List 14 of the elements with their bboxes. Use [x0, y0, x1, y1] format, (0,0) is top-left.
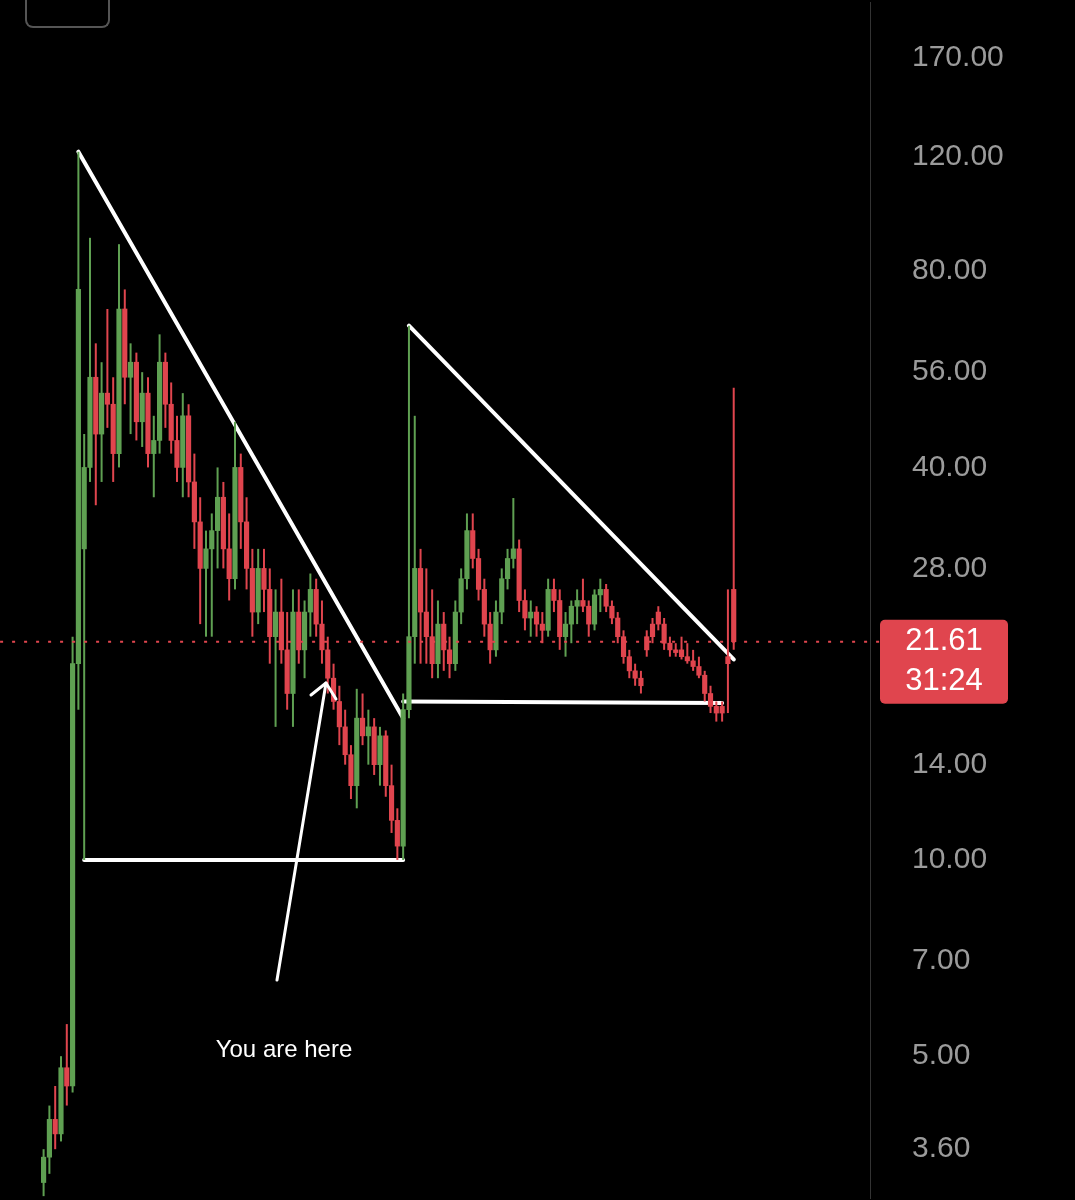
ref-line-label: 21.61 [905, 622, 983, 658]
y-tick-label: 7.00 [912, 942, 971, 976]
y-tick-label: 14.00 [912, 745, 988, 779]
y-tick-label: 56.00 [912, 353, 988, 387]
y-tick-label: 3.60 [912, 1130, 971, 1164]
text: 31:24 [905, 662, 983, 698]
y-tick-label: 28.00 [912, 549, 988, 583]
y-tick-label: 80.00 [912, 252, 988, 286]
y-tick-label: 40.00 [912, 448, 988, 482]
y-tick-label: 10.00 [912, 841, 988, 875]
y-tick-label: 170.00 [912, 39, 1004, 73]
annotation: You are here [215, 1034, 353, 1062]
y-tick-label: 5.00 [912, 1037, 971, 1071]
y-tick-label: 120.00 [912, 137, 1004, 171]
